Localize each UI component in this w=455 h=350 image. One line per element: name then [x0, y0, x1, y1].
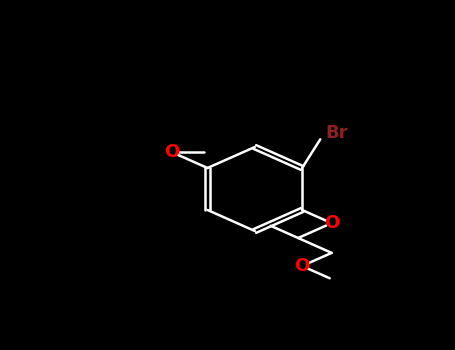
- Text: O: O: [324, 214, 339, 232]
- Text: Br: Br: [326, 124, 348, 142]
- Text: O: O: [294, 257, 310, 275]
- Text: O: O: [164, 143, 180, 161]
